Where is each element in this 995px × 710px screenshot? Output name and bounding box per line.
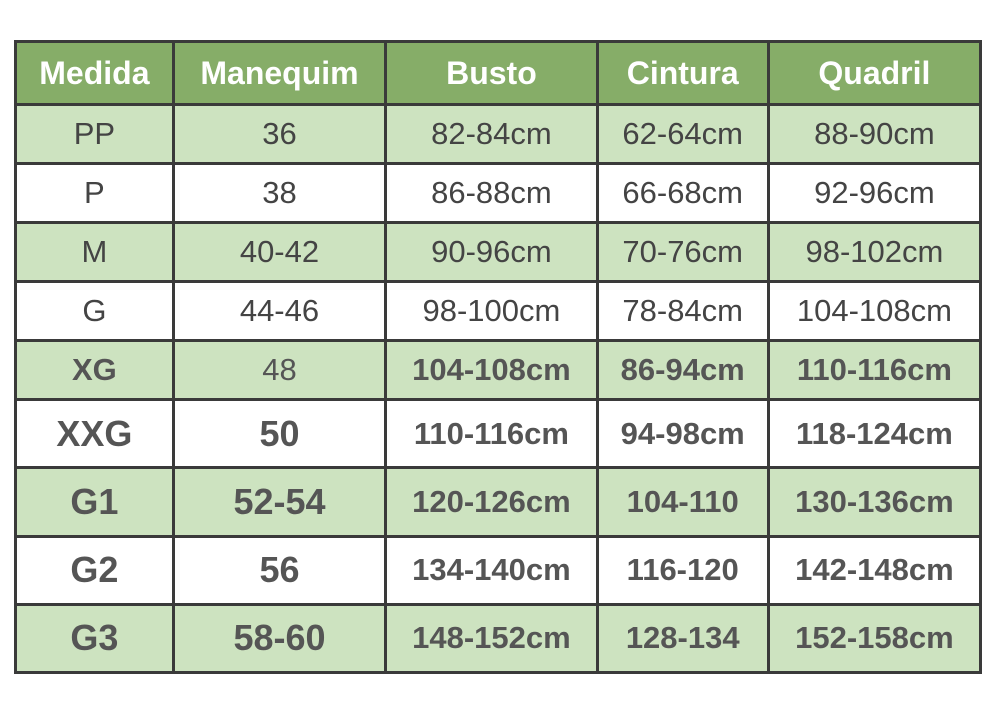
table-cell: 66-68cm — [595, 162, 770, 225]
size-table: Medida Manequim Busto Cintura Quadril PP… — [14, 40, 983, 675]
table-cell: XG — [14, 339, 175, 402]
table-cell: G2 — [14, 534, 175, 606]
table-cell: XXG — [14, 398, 175, 470]
table-row: XXG 50 110-116cm 94-98cm 118-124cm — [14, 398, 983, 470]
table-cell: M — [14, 221, 175, 284]
table-cell: 38 — [171, 162, 388, 225]
table-cell: 40-42 — [171, 221, 388, 284]
table-row: M 40-42 90-96cm 70-76cm 98-102cm — [14, 221, 983, 284]
table-cell: 104-108cm — [766, 280, 983, 343]
table-cell: 36 — [171, 102, 388, 166]
table-cell: 48 — [171, 339, 388, 402]
table-cell: 118-124cm — [766, 398, 983, 470]
table-cell: 116-120 — [595, 534, 770, 606]
table-cell: 44-46 — [171, 280, 388, 343]
table-cell: 82-84cm — [384, 102, 599, 166]
table-cell: 110-116cm — [766, 339, 983, 402]
table-cell: 148-152cm — [384, 602, 599, 675]
table-cell: 52-54 — [171, 466, 388, 538]
table-cell: 92-96cm — [766, 162, 983, 225]
header-cintura: Cintura — [595, 40, 770, 106]
table-cell: 128-134 — [595, 602, 770, 675]
table-cell: 94-98cm — [595, 398, 770, 470]
table-cell: 98-102cm — [766, 221, 983, 284]
table-cell: 88-90cm — [766, 102, 983, 166]
table-row: G2 56 134-140cm 116-120 142-148cm — [14, 534, 983, 606]
table-cell: 130-136cm — [766, 466, 983, 538]
table-cell: 62-64cm — [595, 102, 770, 166]
table-cell: G — [14, 280, 175, 343]
table-row: P 38 86-88cm 66-68cm 92-96cm — [14, 162, 983, 225]
table-cell: 86-94cm — [595, 339, 770, 402]
table-cell: 70-76cm — [595, 221, 770, 284]
table-cell: 86-88cm — [384, 162, 599, 225]
table-cell: P — [14, 162, 175, 225]
table-cell: 120-126cm — [384, 466, 599, 538]
table-cell: G3 — [14, 602, 175, 675]
table-cell: 98-100cm — [384, 280, 599, 343]
table-cell: 56 — [171, 534, 388, 606]
table-cell: 134-140cm — [384, 534, 599, 606]
table-cell: 110-116cm — [384, 398, 599, 470]
table-row: XG 48 104-108cm 86-94cm 110-116cm — [14, 339, 983, 402]
table-cell: PP — [14, 102, 175, 166]
header-manequim: Manequim — [171, 40, 388, 106]
table-cell: 142-148cm — [766, 534, 983, 606]
table-cell: 90-96cm — [384, 221, 599, 284]
table-row: G1 52-54 120-126cm 104-110 130-136cm — [14, 466, 983, 538]
table-row: G3 58-60 148-152cm 128-134 152-158cm — [14, 602, 983, 675]
table-cell: 58-60 — [171, 602, 388, 675]
header-quadril: Quadril — [766, 40, 983, 106]
table-cell: 50 — [171, 398, 388, 470]
table-cell: 104-108cm — [384, 339, 599, 402]
header-row: Medida Manequim Busto Cintura Quadril — [14, 40, 983, 106]
table-cell: 78-84cm — [595, 280, 770, 343]
table-cell: 152-158cm — [766, 602, 983, 675]
table-cell: 104-110 — [595, 466, 770, 538]
table-row: PP 36 82-84cm 62-64cm 88-90cm — [14, 102, 983, 166]
table-cell: G1 — [14, 466, 175, 538]
table-row: G 44-46 98-100cm 78-84cm 104-108cm — [14, 280, 983, 343]
header-busto: Busto — [384, 40, 599, 106]
header-medida: Medida — [14, 40, 175, 106]
